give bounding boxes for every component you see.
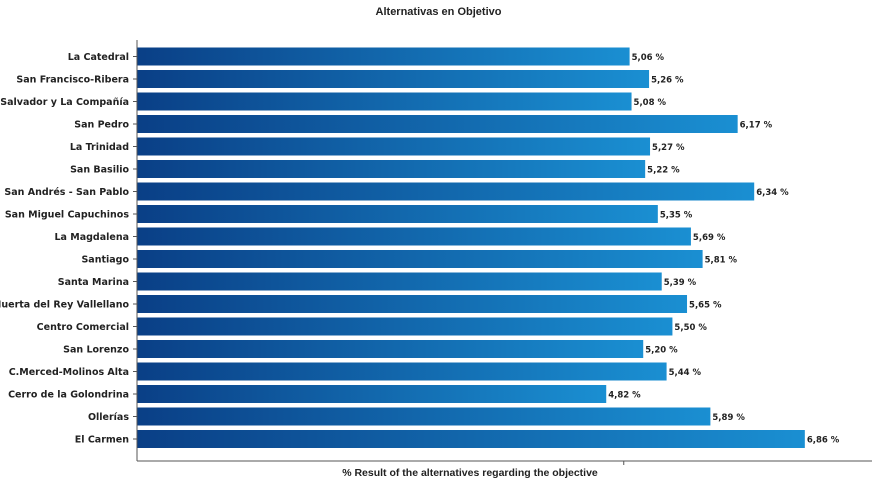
value-label: 4,82 % — [608, 391, 641, 401]
value-label: 5,69 % — [693, 233, 726, 243]
bar — [137, 340, 644, 358]
category-label: El Salvador y La Compañía — [0, 97, 129, 108]
bar — [137, 407, 711, 426]
category-label: Santa Marina — [58, 277, 129, 288]
bar — [137, 362, 667, 381]
category-label: San Lorenzo — [63, 345, 129, 356]
value-label: 6,86 % — [807, 436, 840, 446]
value-label: 5,44 % — [669, 368, 702, 378]
value-label: 5,08 % — [634, 98, 667, 108]
bar — [137, 115, 738, 133]
bar — [137, 47, 630, 66]
bar — [137, 250, 703, 268]
value-label: 5,50 % — [674, 323, 707, 333]
bar — [137, 385, 607, 403]
bar — [137, 430, 805, 448]
value-label: 5,81 % — [705, 256, 738, 266]
value-label: 5,39 % — [664, 278, 697, 288]
category-label: C.Merced-Molinos Alta — [9, 367, 129, 378]
bar — [137, 205, 658, 223]
bar — [137, 160, 646, 178]
value-label: 5,22 % — [647, 166, 680, 176]
bar — [137, 137, 651, 156]
value-label: 5,06 % — [632, 53, 665, 63]
category-label: San Pedro — [74, 120, 129, 131]
value-label: 5,20 % — [645, 346, 678, 356]
bar — [137, 295, 688, 313]
category-label: San Miguel Capuchinos — [5, 210, 129, 221]
value-label: 6,34 % — [756, 188, 789, 198]
category-label: Cerro de la Golondrina — [8, 390, 129, 401]
category-label: San Basilio — [70, 165, 129, 176]
chart-title: Alternativas en Objetivo — [375, 6, 502, 18]
category-label: Ollerías — [88, 412, 129, 423]
category-label: Santiago — [81, 255, 129, 266]
x-axis-label: % Result of the alternatives regarding t… — [342, 467, 598, 479]
category-label: La Catedral — [68, 52, 129, 63]
value-label: 6,17 % — [740, 121, 773, 131]
category-label: San Andrés - San Pablo — [4, 187, 129, 198]
category-label: La Magdalena — [54, 232, 129, 243]
value-label: 5,89 % — [712, 413, 745, 423]
category-label: El Carmen — [75, 435, 129, 446]
bar — [137, 70, 650, 88]
value-label: 5,27 % — [652, 143, 685, 153]
bar — [137, 317, 673, 336]
category-label: La Trinidad — [70, 142, 129, 153]
category-label: Huerta del Rey Vallellano — [0, 300, 129, 311]
value-label: 5,35 % — [660, 211, 693, 221]
bar — [137, 272, 662, 291]
labels-group: La Catedral 5,06 % San Francisco-Ribera 5,2… — [0, 52, 840, 446]
bars-group — [137, 47, 805, 448]
value-label: 5,26 % — [651, 76, 684, 86]
bar — [137, 92, 632, 111]
bar — [137, 182, 755, 201]
value-label: 5,65 % — [689, 301, 722, 311]
bar — [137, 227, 691, 246]
category-label: Centro Comercial — [37, 322, 129, 333]
category-label: San Francisco-Ribera — [16, 75, 129, 86]
